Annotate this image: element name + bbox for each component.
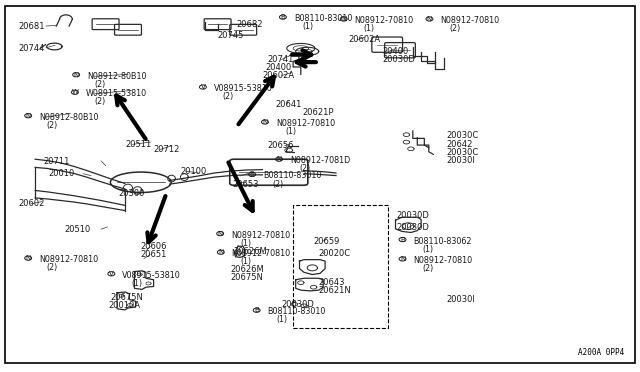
Text: 20400: 20400 — [265, 63, 291, 72]
Text: N: N — [262, 119, 268, 125]
Text: (2): (2) — [299, 164, 310, 173]
Text: 20741: 20741 — [268, 55, 294, 64]
Text: 20510: 20510 — [64, 225, 90, 234]
Text: (2): (2) — [272, 180, 284, 189]
Text: V08915-53810: V08915-53810 — [122, 271, 181, 280]
Text: N: N — [74, 72, 79, 78]
Text: 20030I: 20030I — [447, 156, 476, 165]
Text: 20659: 20659 — [314, 237, 340, 246]
Text: A200A 0PP4: A200A 0PP4 — [578, 348, 624, 357]
Text: N: N — [341, 16, 346, 22]
Text: 20675N: 20675N — [111, 293, 143, 302]
Text: N08912-70810: N08912-70810 — [355, 16, 413, 25]
Text: (2): (2) — [47, 121, 58, 130]
Text: (2): (2) — [47, 263, 58, 272]
Text: V08915-53810: V08915-53810 — [214, 84, 273, 93]
Text: B08110-83062: B08110-83062 — [413, 237, 472, 246]
Text: 20300: 20300 — [118, 189, 145, 198]
Text: 20100: 20100 — [180, 167, 207, 176]
Text: B: B — [254, 307, 259, 313]
Text: 20030C: 20030C — [447, 131, 479, 140]
Text: 20653: 20653 — [232, 180, 259, 189]
Text: 20030D: 20030D — [397, 211, 429, 220]
Text: (1): (1) — [364, 24, 374, 33]
Text: N08912-70810: N08912-70810 — [276, 119, 335, 128]
Text: (2): (2) — [223, 92, 234, 101]
Text: 20602: 20602 — [18, 199, 44, 208]
Text: 20400: 20400 — [383, 47, 409, 56]
Text: N08912-70810: N08912-70810 — [440, 16, 499, 25]
Text: N: N — [26, 113, 31, 119]
Text: N: N — [427, 16, 432, 22]
Text: 20682: 20682 — [237, 20, 263, 29]
Text: 20626M: 20626M — [234, 247, 268, 256]
Text: 20606: 20606 — [141, 242, 167, 251]
Text: N08912-70810: N08912-70810 — [413, 256, 472, 265]
Text: 20030D: 20030D — [397, 223, 429, 232]
Text: 20030D: 20030D — [383, 55, 415, 64]
Text: B: B — [400, 237, 405, 243]
Text: N08912-7081D: N08912-7081D — [290, 156, 350, 165]
Text: (1): (1) — [422, 245, 433, 254]
Text: (1): (1) — [303, 22, 314, 31]
Text: N08912-70810: N08912-70810 — [232, 249, 291, 258]
Text: 20602A: 20602A — [349, 35, 381, 44]
Text: 20656: 20656 — [268, 141, 294, 150]
Text: (1): (1) — [131, 279, 142, 288]
Text: N: N — [218, 231, 223, 237]
Text: 20010A: 20010A — [109, 301, 141, 310]
Text: N: N — [218, 249, 223, 255]
Text: 20642: 20642 — [447, 140, 473, 149]
Text: B08110-83010: B08110-83010 — [294, 14, 352, 23]
Text: B: B — [250, 171, 255, 177]
Text: 20681: 20681 — [18, 22, 44, 31]
Text: (1): (1) — [241, 257, 252, 266]
Text: 20651: 20651 — [141, 250, 167, 259]
Text: 20621P: 20621P — [302, 108, 333, 117]
Text: B08110-83010: B08110-83010 — [263, 171, 321, 180]
Text: N: N — [400, 256, 405, 262]
Text: N: N — [276, 156, 282, 162]
Text: (2): (2) — [449, 24, 461, 33]
Text: 20020C: 20020C — [318, 249, 350, 258]
Text: (1): (1) — [240, 239, 251, 248]
Text: 20030C: 20030C — [447, 148, 479, 157]
Text: (2): (2) — [95, 80, 106, 89]
Text: (2): (2) — [422, 264, 434, 273]
Text: 20626M: 20626M — [230, 265, 264, 274]
Text: 20511: 20511 — [125, 140, 152, 149]
Text: B: B — [280, 14, 285, 20]
Bar — [293, 205, 388, 328]
Text: 20010: 20010 — [48, 169, 74, 178]
Text: 20744: 20744 — [18, 44, 44, 53]
Text: V: V — [109, 271, 114, 277]
Text: 20621N: 20621N — [319, 286, 351, 295]
Text: 20675N: 20675N — [230, 273, 263, 282]
Text: W: W — [72, 89, 78, 95]
Text: 20643: 20643 — [319, 278, 345, 287]
Text: (1): (1) — [276, 315, 287, 324]
Text: N: N — [26, 255, 31, 261]
Text: 20641: 20641 — [275, 100, 301, 109]
Text: (1): (1) — [285, 127, 296, 136]
Text: 20711: 20711 — [44, 157, 70, 166]
Text: 20745: 20745 — [218, 31, 244, 40]
Text: W08915-53810: W08915-53810 — [86, 89, 147, 98]
Text: 20602A: 20602A — [262, 71, 294, 80]
Text: B08110-83010: B08110-83010 — [268, 307, 326, 316]
Text: 20712: 20712 — [154, 145, 180, 154]
Text: 20030I: 20030I — [447, 295, 476, 304]
Text: N08912-70810: N08912-70810 — [39, 255, 98, 264]
Text: N08912-70810: N08912-70810 — [231, 231, 290, 240]
Text: N08912-80B10: N08912-80B10 — [87, 72, 147, 81]
Text: (2): (2) — [95, 97, 106, 106]
Text: V: V — [200, 84, 205, 90]
Text: 20030D: 20030D — [282, 300, 314, 309]
Text: N08912-80B10: N08912-80B10 — [39, 113, 99, 122]
